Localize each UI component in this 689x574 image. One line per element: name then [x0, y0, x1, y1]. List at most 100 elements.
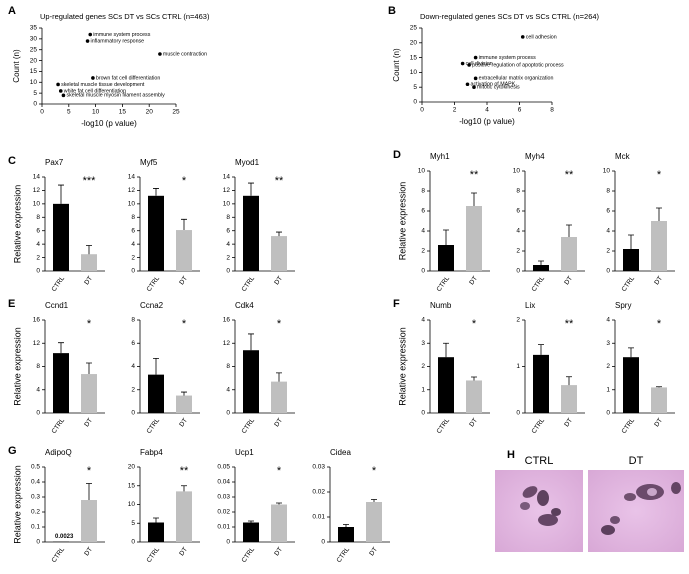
y-tick-label: 16 [33, 317, 41, 324]
error-bar [153, 357, 159, 375]
y-tick-label: 0.4 [31, 479, 40, 486]
error-bar [628, 347, 634, 358]
y-tick-label: 25 [410, 25, 418, 32]
y-tick-label: 0 [606, 410, 610, 417]
y-tick-label: 10 [128, 501, 136, 508]
x-tick-label: CTRL [436, 275, 452, 293]
chart-title: Mck [615, 152, 631, 161]
x-axis-label: -log10 (p value) [81, 119, 137, 128]
significance: * [472, 318, 477, 330]
y-tick-label: 8 [36, 363, 40, 370]
point [58, 89, 63, 93]
error-bar [538, 344, 544, 355]
y-tick-label: 12 [223, 340, 231, 347]
y-tick-label: 4 [36, 386, 40, 393]
significance: ** [180, 465, 189, 477]
point [460, 61, 465, 66]
y-tick-label: 6 [421, 208, 425, 215]
x-tick-label: CTRL [241, 417, 257, 435]
y-tick-label: 12 [223, 187, 231, 194]
y-tick-label: 0.01 [312, 514, 325, 521]
point-label: skeletal muscle tissue development [61, 82, 145, 88]
y-tick-label: 4 [226, 241, 230, 248]
point-label: immune system process [93, 32, 150, 38]
error-bar [86, 245, 92, 255]
significance: * [182, 318, 187, 330]
y-tick-label: 4 [421, 317, 425, 324]
y-tick-label: 10 [128, 201, 136, 208]
y-tick-label: 8 [421, 188, 425, 195]
chart-title: Ucp1 [235, 448, 254, 457]
y-tick-label: 14 [128, 174, 136, 181]
point [520, 35, 525, 39]
y-tick-label: 8 [131, 317, 135, 324]
significance: *** [83, 175, 97, 187]
bar [148, 522, 164, 542]
significance: ** [470, 169, 479, 181]
x-tick-label: DT [563, 275, 574, 286]
error-bar [628, 234, 634, 249]
y-tick-label: 1 [516, 363, 520, 370]
bar [243, 350, 259, 413]
x-tick-label: DT [468, 275, 479, 286]
significance: * [277, 318, 282, 330]
point-label: skeletal muscle myosin filament assembly [66, 93, 165, 99]
bar [366, 502, 382, 542]
panel-letter: B [388, 5, 396, 17]
y-tick-label: 0.04 [217, 479, 230, 486]
x-tick-label: 10 [92, 109, 100, 116]
y-tick-label: 16 [223, 317, 231, 324]
y-tick-label: 2 [606, 363, 610, 370]
x-axis-label: -log10 (p value) [459, 117, 515, 126]
x-tick-label: CTRL [241, 275, 257, 293]
point [85, 39, 90, 43]
x-tick-label: 15 [119, 109, 127, 116]
y-tick-label: 8 [226, 214, 230, 221]
panel-letter: F [393, 298, 400, 310]
bar [81, 374, 97, 413]
y-tick-label: 8 [606, 188, 610, 195]
error-bar [86, 362, 92, 375]
error-bar [443, 342, 449, 358]
bar [243, 195, 259, 271]
bar [466, 206, 482, 271]
x-tick-label: CTRL [51, 546, 67, 564]
y-tick-label: 14 [33, 174, 41, 181]
x-tick-label: CTRL [336, 546, 352, 564]
bar [81, 254, 97, 271]
point-label: extracellular matrix organization [479, 76, 554, 82]
bar [438, 245, 454, 271]
point-label: brown fat cell differentiation [96, 75, 160, 81]
y-tick-label: 0.2 [31, 509, 40, 516]
bar [148, 374, 164, 413]
x-tick-label: 25 [172, 109, 180, 116]
y-tick-label: 0 [606, 268, 610, 275]
bar [651, 221, 667, 271]
point-label: inflammatory response [91, 38, 145, 44]
y-tick-label: 20 [410, 40, 418, 47]
y-tick-label: 0 [36, 410, 40, 417]
micrograph-dt [588, 470, 684, 552]
x-tick-label: DT [178, 417, 189, 428]
y-tick-label: 1 [421, 386, 425, 393]
y-tick-label: 4 [421, 228, 425, 235]
point [467, 63, 471, 67]
bar [561, 385, 577, 413]
y-tick-label: 2 [36, 254, 40, 261]
y-tick-label: 2 [226, 254, 230, 261]
point [91, 76, 95, 80]
chart-title: Ccnd1 [45, 301, 69, 310]
y-axis-label: Relative expression [397, 327, 407, 406]
bar [176, 491, 192, 542]
significance: ** [565, 169, 574, 181]
y-tick-label: 0 [226, 410, 230, 417]
error-bar [371, 499, 377, 502]
y-tick-label: 10 [410, 69, 418, 76]
y-tick-label: 10 [30, 79, 38, 86]
x-tick-label: 6 [518, 107, 522, 114]
y-tick-label: 5 [413, 84, 417, 91]
y-tick-label: 0.02 [217, 509, 230, 516]
x-tick-label: CTRL [51, 417, 67, 435]
bar [466, 380, 482, 413]
x-tick-label: DT [273, 417, 284, 428]
